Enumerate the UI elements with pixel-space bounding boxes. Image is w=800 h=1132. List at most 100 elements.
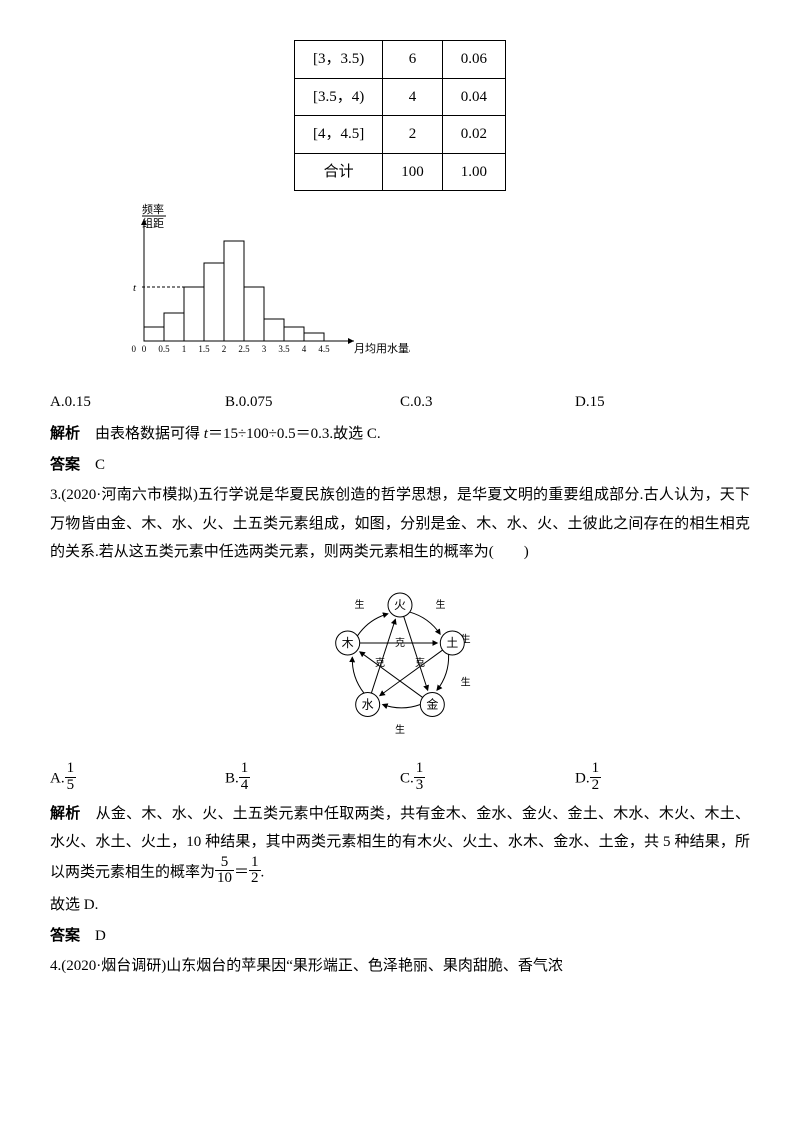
- fraction: 15: [65, 761, 77, 794]
- svg-text:生: 生: [395, 723, 405, 736]
- frac-num: 1: [249, 855, 261, 872]
- svg-text:t: t: [133, 282, 137, 294]
- fraction: 13: [414, 761, 426, 794]
- svg-text:克: 克: [375, 657, 385, 669]
- svg-text:克: 克: [415, 657, 425, 669]
- fraction: 12: [590, 761, 602, 794]
- frac-den: 5: [65, 778, 77, 794]
- svg-text:生: 生: [354, 598, 364, 611]
- q3-options: A.15 B.14 C.13 D.12: [50, 763, 750, 796]
- q3-number: 3.: [50, 487, 61, 503]
- table-cell: [4，4.5]: [295, 116, 383, 154]
- histogram-chart: 频率组距 t 0 0.5 1 1.5 2 2.5 3 3.5 4 4.5 0 月均用水量/m³: [110, 201, 750, 382]
- explain-label: 解析: [50, 805, 80, 822]
- option-d: D.15: [575, 388, 750, 417]
- answer-label: 答案: [50, 927, 80, 944]
- table-cell: 0.04: [442, 78, 505, 116]
- svg-text:金: 金: [426, 696, 438, 711]
- q3-source: (2020·河南六市模拟): [61, 487, 198, 503]
- option-c: C.0.3: [400, 388, 575, 417]
- table-row: [3，3.5) 6 0.06: [295, 41, 506, 79]
- wuxing-diagram: 生生生生生克克克火土金水木: [50, 575, 750, 756]
- svg-text:火: 火: [394, 598, 406, 612]
- table-cell: 0.06: [442, 41, 505, 79]
- svg-text:月均用水量/m³: 月均用水量/m³: [354, 342, 410, 355]
- svg-text:0.5: 0.5: [158, 344, 170, 354]
- frac-num: 1: [239, 761, 251, 778]
- frac-den: 3: [414, 778, 426, 794]
- svg-text:生: 生: [436, 598, 446, 611]
- q2-explanation: 解析 由表格数据可得 t＝15÷100÷0.5＝0.3.故选 C.: [50, 420, 750, 449]
- fraction: 12: [249, 855, 261, 888]
- answer-label: 答案: [50, 456, 80, 473]
- svg-text:3.5: 3.5: [278, 344, 290, 354]
- table-cell: 0.02: [442, 116, 505, 154]
- fraction: 14: [239, 761, 251, 794]
- svg-text:土: 土: [446, 636, 458, 650]
- opt-prefix: A.: [50, 771, 65, 787]
- svg-text:组距: 组距: [142, 216, 164, 230]
- option-b: B.14: [225, 763, 400, 796]
- q4-text: 山东烟台的苹果因“果形端正、色泽艳丽、果肉甜脆、香气浓: [166, 958, 563, 974]
- table-cell: 合计: [295, 153, 383, 191]
- svg-text:木: 木: [342, 636, 354, 650]
- frac-num: 1: [414, 761, 426, 778]
- frac-den: 2: [590, 778, 602, 794]
- svg-text:3: 3: [262, 344, 267, 354]
- svg-text:生: 生: [461, 675, 471, 688]
- frac-num: 5: [215, 855, 234, 872]
- q4-source: (2020·烟台调研): [61, 958, 166, 974]
- svg-text:2.5: 2.5: [238, 344, 250, 354]
- frac-num: 1: [590, 761, 602, 778]
- opt-prefix: C.: [400, 771, 414, 787]
- svg-text:0: 0: [142, 344, 147, 354]
- opt-prefix: D.: [575, 771, 590, 787]
- svg-text:4: 4: [302, 344, 307, 354]
- q3-explanation: 解析 从金、木、水、火、土五类元素中任取两类，共有金木、金水、金火、金土、木水、…: [50, 800, 750, 890]
- q3-explanation-2: 故选 D.: [50, 891, 750, 920]
- table-row: [4，4.5] 2 0.02: [295, 116, 506, 154]
- q2-explain-body: 由表格数据可得 t＝15÷100÷0.5＝0.3.故选 C.: [80, 426, 381, 442]
- frequency-table: [3，3.5) 6 0.06 [3.5，4) 4 0.04 [4，4.5] 2 …: [294, 40, 506, 191]
- q3-explain-body: 从金、木、水、火、土五类元素中任取两类，共有金木、金水、金火、金土、木水、木火、…: [50, 806, 750, 881]
- table-cell: 6: [383, 41, 443, 79]
- table-cell: 2: [383, 116, 443, 154]
- table-row: [3.5，4) 4 0.04: [295, 78, 506, 116]
- table-cell: 100: [383, 153, 443, 191]
- svg-text:水: 水: [362, 697, 374, 711]
- q4-number: 4.: [50, 958, 61, 974]
- table-cell: [3，3.5): [295, 41, 383, 79]
- svg-text:克: 克: [395, 637, 405, 649]
- histogram-svg: 频率组距 t 0 0.5 1 1.5 2 2.5 3 3.5 4 4.5 0 月均用水量/m³: [110, 201, 410, 371]
- tail: .: [261, 864, 265, 880]
- explain-label: 解析: [50, 425, 80, 442]
- table-row: 合计 100 1.00: [295, 153, 506, 191]
- svg-text:0: 0: [132, 344, 137, 354]
- q3-answer: 答案 D: [50, 922, 750, 951]
- q2-answer: 答案 C: [50, 451, 750, 480]
- option-b: B.0.075: [225, 388, 400, 417]
- option-c: C.13: [400, 763, 575, 796]
- svg-text:频率: 频率: [142, 202, 164, 216]
- frac-den: 4: [239, 778, 251, 794]
- opt-prefix: B.: [225, 771, 239, 787]
- frac-den: 2: [249, 871, 261, 887]
- option-d: D.12: [575, 763, 750, 796]
- svg-text:1.5: 1.5: [198, 344, 210, 354]
- table-cell: 4: [383, 78, 443, 116]
- answer-text: D: [80, 928, 106, 944]
- wuxing-svg: 生生生生生克克克火土金水木: [315, 575, 485, 745]
- option-a: A.0.15: [50, 388, 225, 417]
- frac-num: 1: [65, 761, 77, 778]
- option-a: A.15: [50, 763, 225, 796]
- q4-stem: 4.(2020·烟台调研)山东烟台的苹果因“果形端正、色泽艳丽、果肉甜脆、香气浓: [50, 952, 750, 981]
- frac-den: 10: [215, 871, 234, 887]
- q2-options: A.0.15 B.0.075 C.0.3 D.15: [50, 388, 750, 417]
- q3-stem: 3.(2020·河南六市模拟)五行学说是华夏民族创造的哲学思想，是华夏文明的重要…: [50, 481, 750, 567]
- svg-text:2: 2: [222, 344, 227, 354]
- answer-text: C: [80, 457, 105, 473]
- table-cell: 1.00: [442, 153, 505, 191]
- eq-sign: ＝: [234, 864, 249, 880]
- svg-text:4.5: 4.5: [318, 344, 330, 354]
- svg-text:1: 1: [182, 344, 187, 354]
